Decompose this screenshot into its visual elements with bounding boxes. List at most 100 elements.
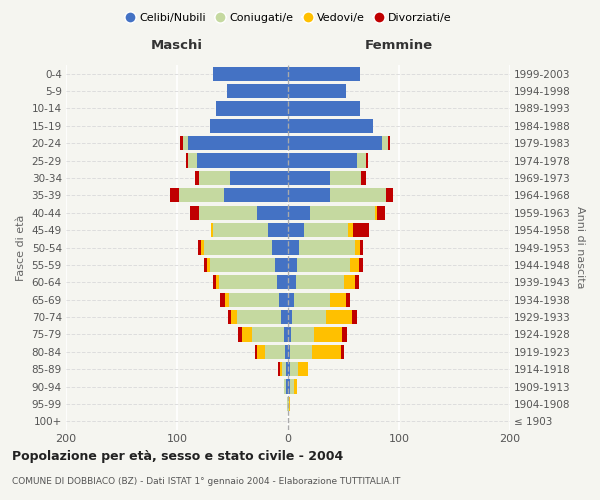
Bar	[297, 258, 350, 272]
Bar	[228, 310, 232, 324]
Bar	[212, 275, 216, 289]
Bar	[326, 310, 352, 324]
Bar	[296, 275, 343, 289]
Bar	[289, 397, 290, 411]
Bar	[348, 223, 353, 237]
Bar	[341, 344, 343, 359]
Bar	[199, 206, 257, 220]
Text: COMUNE DI DOBBIACO (BZ) - Dati ISTAT 1° gennaio 2004 - Elaborazione TUTTITALIA.I: COMUNE DI DOBBIACO (BZ) - Dati ISTAT 1° …	[12, 478, 400, 486]
Bar	[330, 188, 386, 202]
Bar	[203, 258, 207, 272]
Bar	[202, 240, 203, 254]
Bar	[374, 206, 377, 220]
Bar	[386, 188, 394, 202]
Text: Maschi: Maschi	[151, 39, 203, 52]
Bar	[225, 292, 229, 307]
Bar	[211, 258, 275, 272]
Bar	[219, 275, 277, 289]
Text: Popolazione per età, sesso e stato civile - 2004: Popolazione per età, sesso e stato civil…	[12, 450, 343, 463]
Bar	[255, 344, 257, 359]
Bar	[288, 66, 360, 81]
Bar	[188, 136, 288, 150]
Bar	[229, 292, 279, 307]
Bar	[265, 344, 284, 359]
Text: Femmine: Femmine	[365, 39, 433, 52]
Bar	[279, 292, 288, 307]
Bar	[224, 188, 288, 202]
Bar	[281, 310, 288, 324]
Bar	[288, 171, 330, 185]
Bar	[268, 223, 288, 237]
Bar	[288, 206, 310, 220]
Bar	[212, 66, 288, 81]
Bar	[288, 328, 292, 342]
Bar	[360, 240, 364, 254]
Bar	[293, 292, 330, 307]
Bar	[199, 171, 230, 185]
Bar	[288, 258, 297, 272]
Bar	[353, 223, 369, 237]
Bar	[330, 171, 361, 185]
Bar	[257, 206, 288, 220]
Bar	[355, 240, 360, 254]
Bar	[207, 258, 211, 272]
Bar	[288, 397, 289, 411]
Bar	[212, 223, 268, 237]
Bar	[343, 275, 355, 289]
Bar	[195, 171, 199, 185]
Bar	[220, 292, 225, 307]
Bar	[382, 136, 388, 150]
Legend: Celibi/Nubili, Coniugati/e, Vedovi/e, Divorziati/e: Celibi/Nubili, Coniugati/e, Vedovi/e, Di…	[120, 8, 456, 28]
Bar	[313, 344, 341, 359]
Bar	[346, 292, 350, 307]
Bar	[357, 154, 366, 168]
Bar	[278, 362, 280, 376]
Bar	[284, 328, 288, 342]
Bar	[288, 188, 330, 202]
Bar	[288, 240, 299, 254]
Bar	[230, 171, 288, 185]
Bar	[361, 171, 366, 185]
Bar	[170, 188, 179, 202]
Bar	[280, 362, 283, 376]
Bar	[203, 240, 272, 254]
Bar	[283, 362, 286, 376]
Bar	[216, 275, 219, 289]
Bar	[288, 84, 346, 98]
Bar	[237, 310, 281, 324]
Bar	[232, 310, 237, 324]
Bar	[277, 275, 288, 289]
Bar	[288, 118, 373, 133]
Bar	[290, 344, 313, 359]
Bar	[198, 240, 202, 254]
Bar	[288, 223, 304, 237]
Bar	[288, 344, 290, 359]
Bar	[182, 136, 188, 150]
Bar	[288, 275, 296, 289]
Bar	[284, 380, 286, 394]
Bar	[292, 310, 326, 324]
Bar	[288, 292, 293, 307]
Bar	[288, 154, 357, 168]
Bar	[284, 344, 288, 359]
Bar	[253, 328, 284, 342]
Bar	[288, 102, 360, 116]
Bar	[343, 328, 347, 342]
Bar	[292, 328, 314, 342]
Bar	[242, 328, 253, 342]
Bar	[238, 328, 242, 342]
Bar	[290, 362, 298, 376]
Bar	[288, 362, 290, 376]
Bar	[355, 275, 359, 289]
Bar	[190, 206, 199, 220]
Bar	[388, 136, 390, 150]
Bar	[314, 328, 343, 342]
Bar	[290, 380, 293, 394]
Bar	[299, 240, 355, 254]
Bar	[377, 206, 385, 220]
Y-axis label: Anni di nascita: Anni di nascita	[575, 206, 585, 289]
Bar	[310, 206, 374, 220]
Bar	[286, 380, 288, 394]
Bar	[288, 136, 382, 150]
Bar	[211, 118, 288, 133]
